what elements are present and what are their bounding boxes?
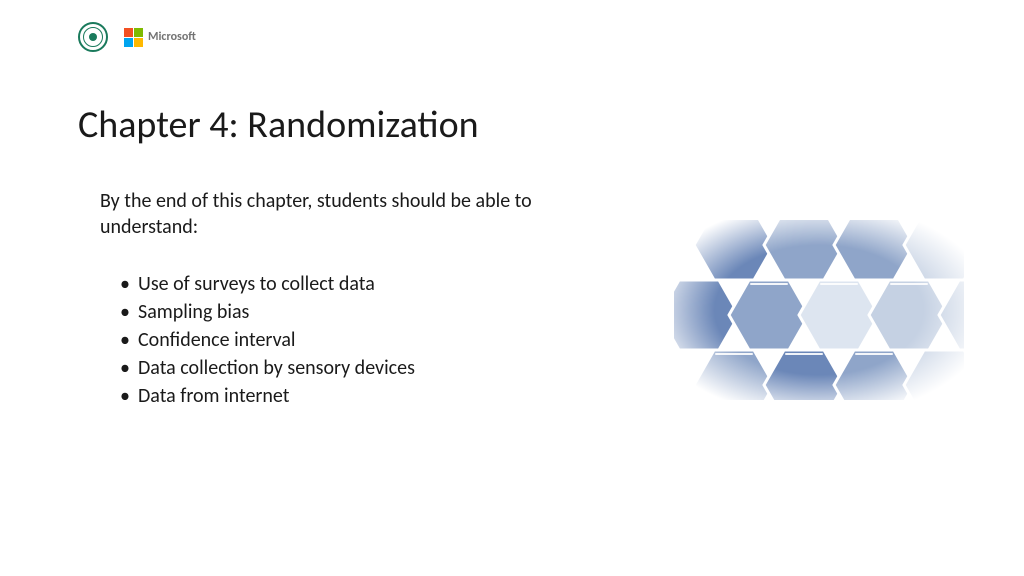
content-area: By the end of this chapter, students sho…	[100, 188, 560, 410]
list-item: Confidence interval	[120, 326, 560, 354]
ms-square-br	[134, 38, 143, 47]
list-item: Data collection by sensory devices	[120, 354, 560, 382]
hexagon-pattern-graphic	[674, 220, 964, 400]
microsoft-label: Microsoft	[148, 30, 196, 44]
microsoft-squares-icon	[124, 28, 143, 47]
list-item: Use of surveys to collect data	[120, 270, 560, 298]
intro-text: By the end of this chapter, students sho…	[100, 188, 560, 240]
list-item: Data from internet	[120, 382, 560, 410]
learning-objectives-list: Use of surveys to collect data Sampling …	[100, 270, 560, 410]
hexagon-svg-icon	[674, 220, 964, 400]
slide-title: Chapter 4: Randomization	[78, 102, 479, 148]
microsoft-logo: Microsoft	[124, 28, 196, 47]
list-item: Sampling bias	[120, 298, 560, 326]
ms-square-tl	[124, 28, 133, 37]
header-logos: Microsoft	[78, 22, 196, 52]
ms-square-bl	[124, 38, 133, 47]
ms-square-tr	[134, 28, 143, 37]
institution-seal-icon	[78, 22, 108, 52]
